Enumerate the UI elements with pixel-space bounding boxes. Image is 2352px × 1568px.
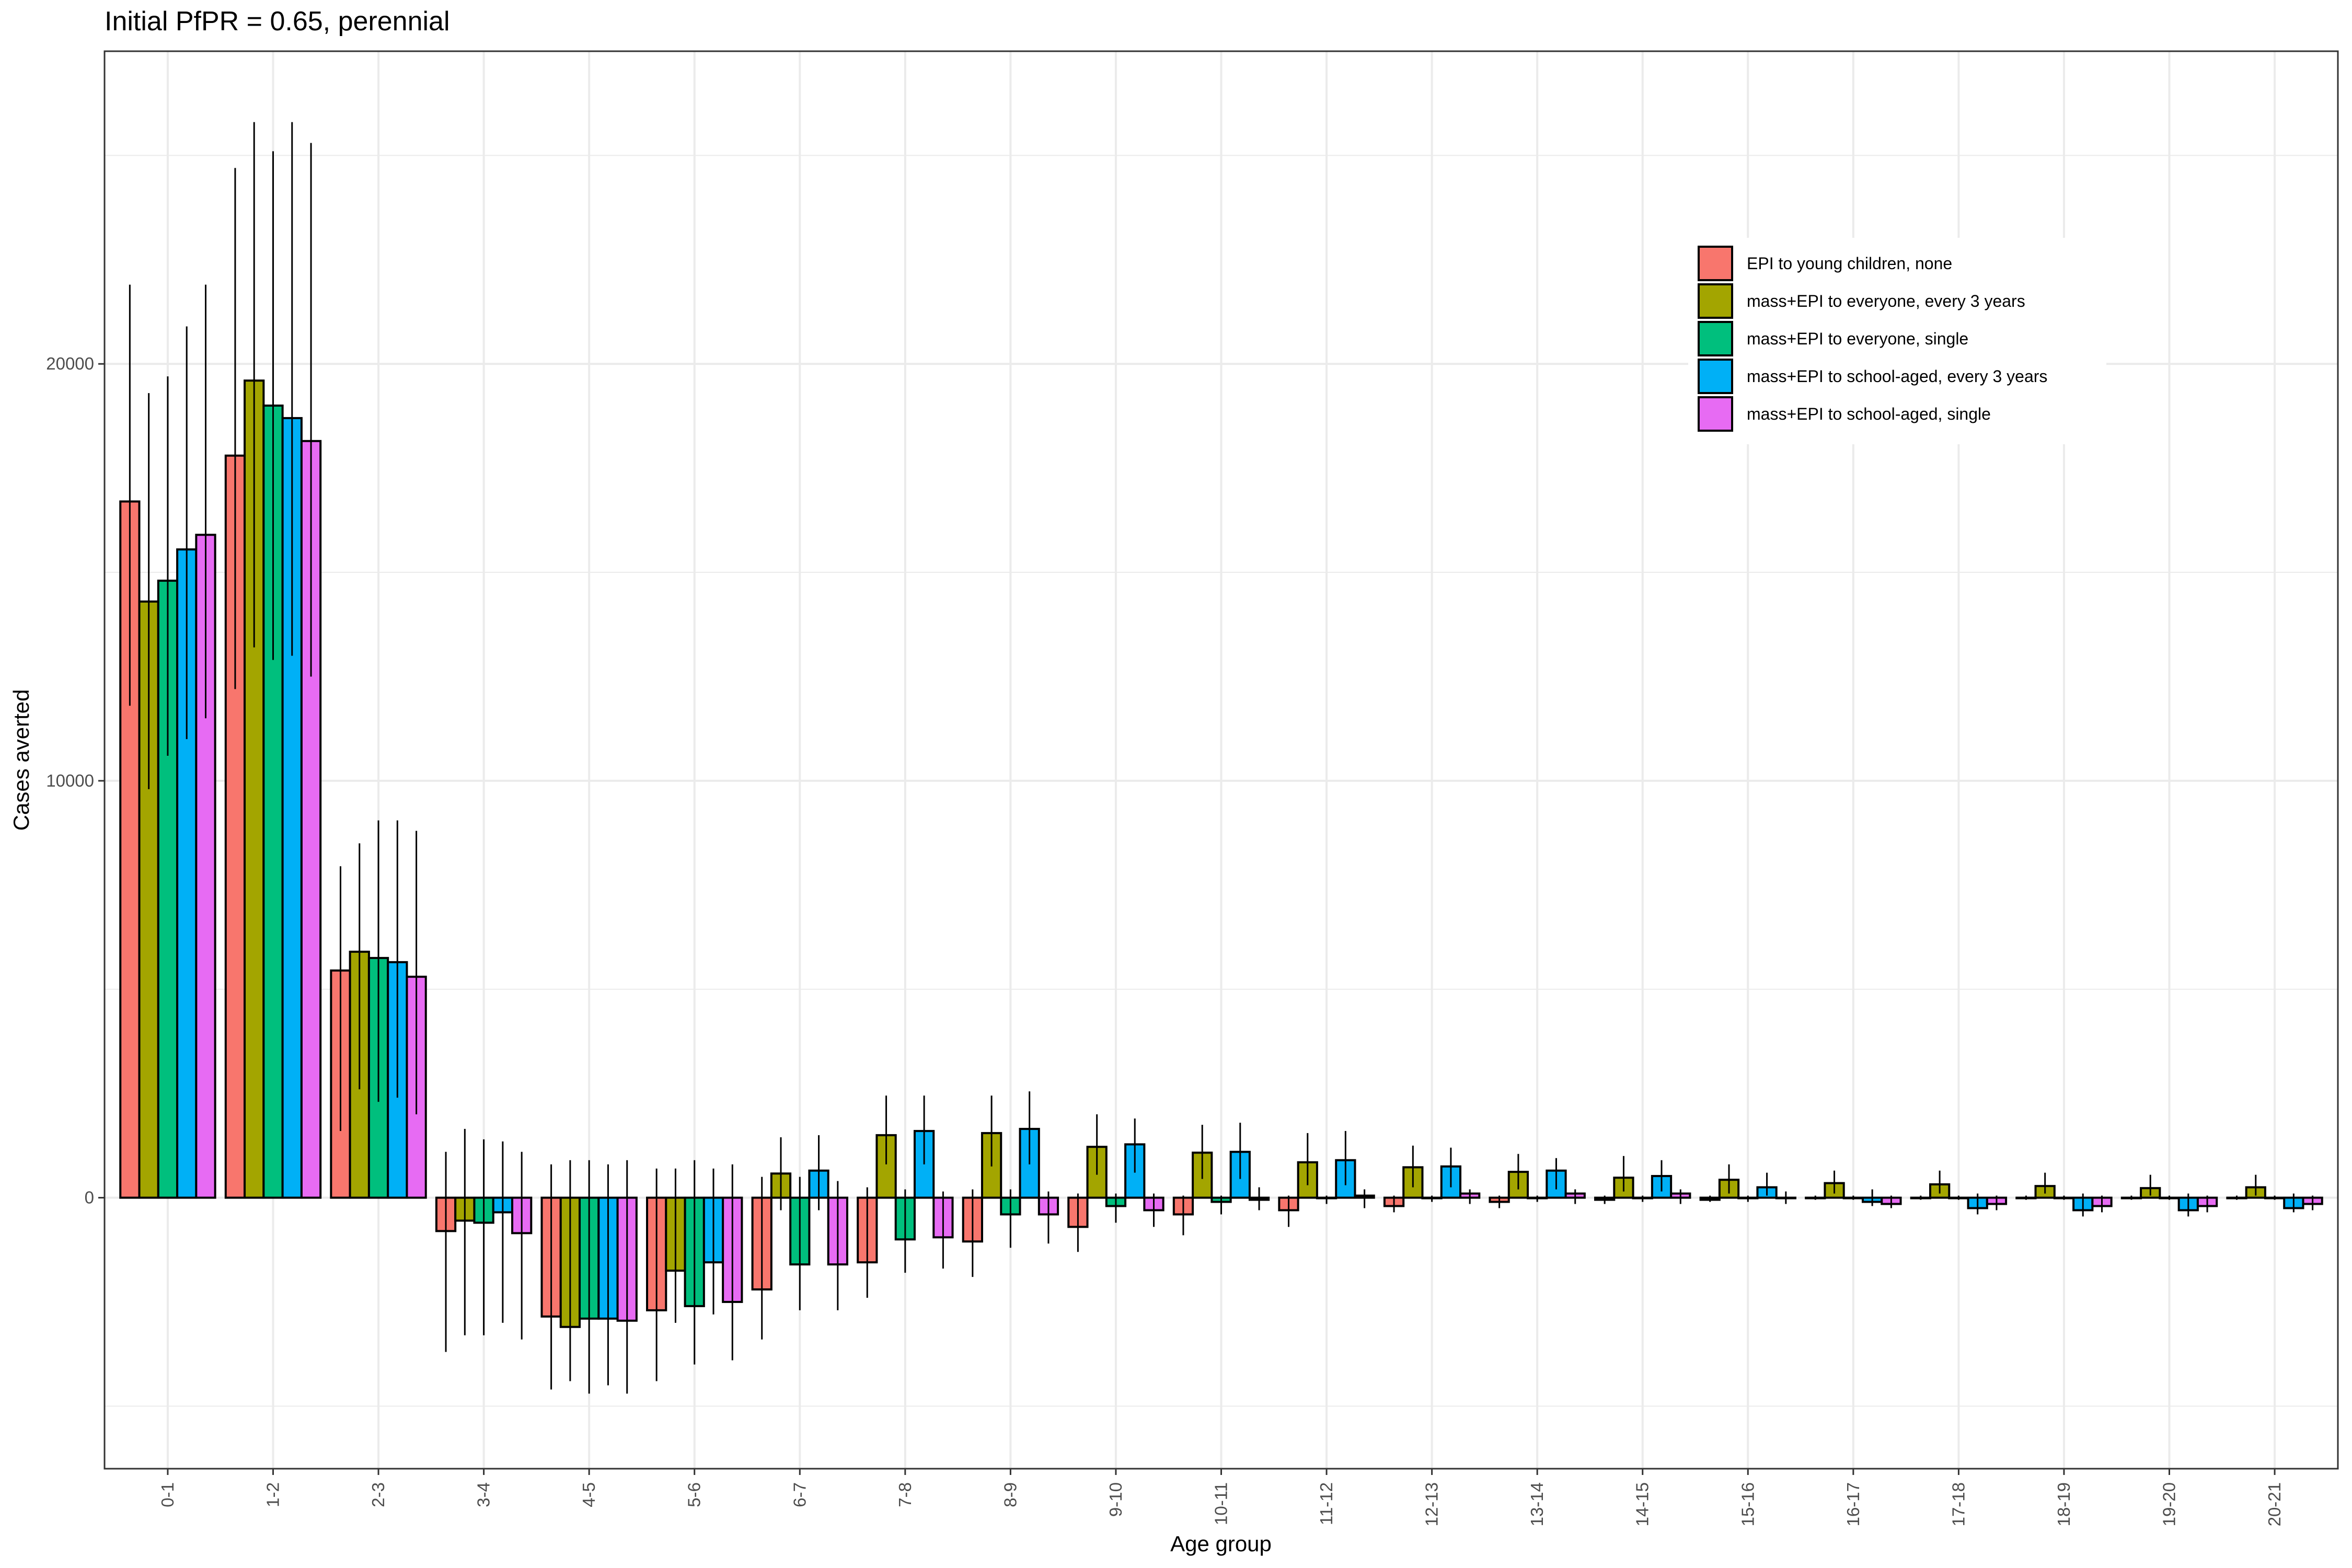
y-axis-title: Cases averted (9, 689, 33, 831)
x-tick-label: 11-12 (1317, 1482, 1336, 1525)
legend-key (1698, 359, 1733, 394)
x-tick-label: 20-21 (2265, 1482, 2284, 1526)
x-tick-label: 17-18 (1949, 1482, 1968, 1526)
x-tick-label: 13-14 (1527, 1482, 1547, 1526)
y-tick-label: 20000 (46, 354, 94, 373)
x-tick-label: 1-2 (263, 1482, 282, 1507)
x-tick-label: 16-17 (1843, 1482, 1863, 1526)
legend-label: mass+EPI to school-aged, every 3 years (1747, 367, 2047, 386)
legend-key (1698, 396, 1733, 432)
x-tick-label: 4-5 (579, 1482, 598, 1507)
legend: EPI to young children, none mass+EPI to e… (1688, 238, 2106, 444)
x-axis-ticks: 0-1 1-2 2-3 3-4 4-5 5-6 6-7 7-8 8-9 9-10 10-11 11-1… (158, 1469, 2284, 1526)
chart-title: Initial PfPR = 0.65, perennial (105, 6, 450, 37)
x-tick-label: 8-9 (1000, 1482, 1020, 1507)
legend-background (1688, 238, 2106, 444)
x-tick-label: 2-3 (368, 1482, 388, 1507)
x-tick-label: 12-13 (1422, 1482, 1442, 1526)
x-tick-label: 9-10 (1106, 1482, 1125, 1517)
x-tick-label: 5-6 (685, 1482, 704, 1507)
x-tick-label: 6-7 (790, 1482, 809, 1507)
legend-label: mass+EPI to everyone, single (1747, 329, 1968, 348)
y-tick-label: 10000 (46, 771, 94, 790)
x-axis-title: Age group (1170, 1531, 1272, 1556)
x-tick-label: 0-1 (158, 1482, 177, 1507)
error-bars (129, 122, 2314, 1394)
legend-key (1698, 246, 1733, 281)
x-tick-label: 7-8 (895, 1482, 915, 1507)
bar (913, 1129, 935, 1199)
x-tick-label: 18-19 (2054, 1482, 2073, 1526)
legend-label: EPI to young children, none (1747, 254, 1952, 273)
x-tick-label: 3-4 (474, 1482, 493, 1507)
x-tick-label: 15-16 (1738, 1482, 1757, 1526)
bar (195, 534, 216, 1199)
legend-key (1698, 283, 1733, 319)
x-tick-label: 14-15 (1633, 1482, 1652, 1526)
legend-label: mass+EPI to everyone, every 3 years (1747, 292, 2025, 310)
x-tick-label: 10-11 (1212, 1482, 1231, 1525)
legend-label: mass+EPI to school-aged, single (1747, 405, 1991, 423)
x-tick-label: 19-20 (2160, 1482, 2179, 1526)
y-tick-label: 0 (85, 1188, 94, 1207)
legend-key (1698, 321, 1733, 356)
y-axis-ticks: 0 10000 20000 (46, 354, 105, 1207)
